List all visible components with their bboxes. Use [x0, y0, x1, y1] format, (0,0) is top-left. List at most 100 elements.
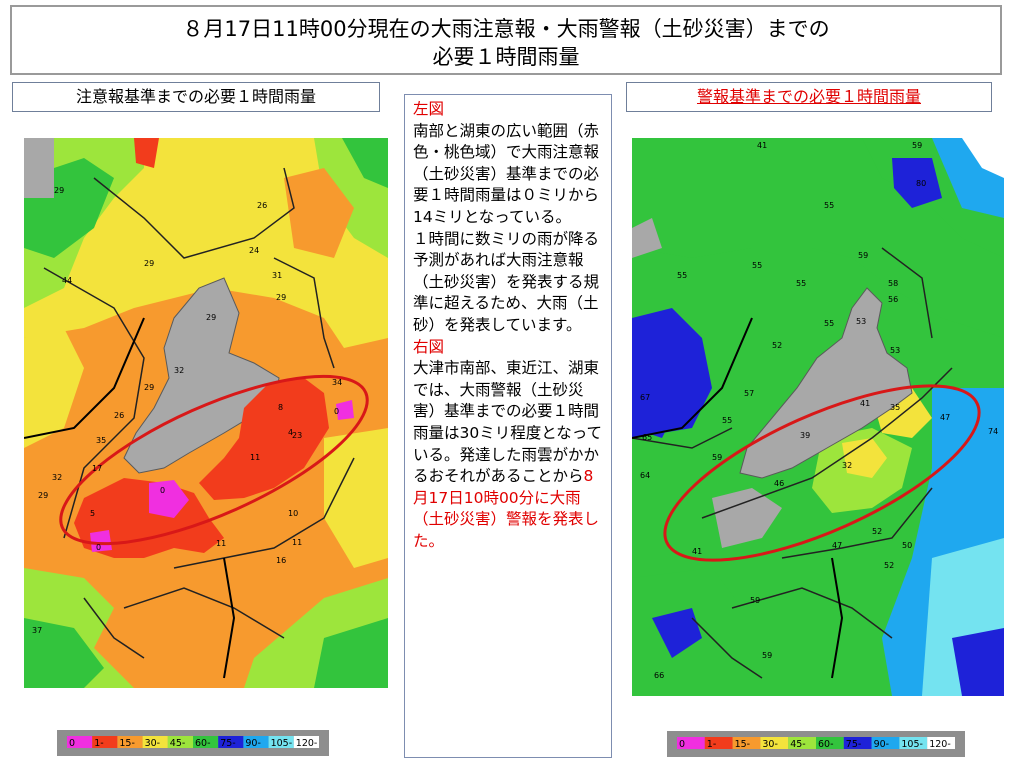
left-map-number: 34: [332, 378, 342, 387]
left-orange-north-mid: [284, 168, 354, 258]
legend-swatch: [871, 737, 900, 749]
legend-swatch: [142, 736, 168, 748]
left-map-number: 32: [174, 366, 184, 375]
left-map-number: 0: [96, 543, 101, 552]
left-map-number: 37: [32, 626, 42, 635]
legend-label: 75-: [220, 738, 236, 749]
left-boundary-lines: [43, 167, 355, 659]
left-explanation-2: １時間に数ミリの雨が降る予測があれば大雨注意報（土砂災害）を発表する規準に超える…: [413, 229, 600, 334]
legend-label: 105-: [271, 738, 293, 749]
right-map-number: 39: [800, 431, 810, 440]
right-explanation-text: 大津市南部、東近江、湖東では、大雨警報（土砂災害）基準までの必要１時間雨量は30…: [413, 359, 602, 486]
left-map-number: 24: [249, 246, 259, 255]
left-highlight-ellipse: [59, 374, 369, 546]
right-map-number: 41: [692, 547, 702, 556]
left-pink-zone: [149, 480, 189, 518]
left-dark-green-southwest: [24, 618, 104, 688]
left-map-number: 29: [144, 259, 154, 268]
left-map-number: 29: [54, 186, 64, 195]
left-heading: 左図: [413, 100, 445, 118]
right-map-number: 41: [757, 141, 767, 150]
legend-label: 120-: [929, 739, 951, 750]
right-heading: 右図: [413, 337, 445, 356]
legend-swatch: [117, 736, 143, 748]
legend-swatch: [268, 736, 294, 748]
legend-swatch: [899, 737, 928, 749]
right-explanation-red: 8月17日10時00分に大雨（土砂災害）警報を発表した。: [413, 467, 600, 550]
title-line-1: ８月17日11時00分現在の大雨注意報・大雨警報（土砂災害）までの: [182, 17, 830, 41]
right-highlight-ellipse: [663, 384, 981, 562]
left-yellow-east: [324, 428, 388, 568]
legend-label: 30-: [145, 738, 161, 749]
right-map-number: 52: [884, 561, 894, 570]
legend-swatch: [67, 736, 93, 748]
right-map-number: 59: [858, 251, 868, 260]
left-map-svg: 29 44 29 26 24 31 29 29 32 29 26 35 17 3…: [24, 138, 388, 688]
legend-label: 75-: [846, 739, 862, 750]
left-legend-svg: 0 1- 15- 30- 45- 60- 75- 90- 105- 120-: [57, 730, 329, 756]
right-white-northeast: [962, 138, 1004, 178]
right-map-number: 32: [842, 461, 852, 470]
legend-label: 30-: [762, 739, 778, 750]
right-rainfall-map: 41 59 80 55 55 55 59 58 55 56 55 53 52 5…: [632, 138, 1004, 696]
title-line-2: 必要１時間雨量: [432, 45, 580, 69]
right-lake-biwa: [739, 287, 913, 479]
legend-label: 105-: [901, 739, 923, 750]
legend-swatch: [293, 736, 319, 748]
left-map-number: 23: [292, 431, 302, 440]
legend-label: 1-: [94, 738, 103, 749]
right-map-number: 55: [796, 279, 806, 288]
right-map-number: 58: [888, 279, 898, 288]
right-map-number: 41: [860, 399, 870, 408]
right-blue-southeast: [952, 628, 1004, 696]
left-pink-zone-3: [336, 400, 354, 420]
legend-swatch: [927, 737, 955, 749]
right-map-number: 59: [712, 453, 722, 462]
left-map-number: 17: [92, 464, 102, 473]
right-map-number: 59: [750, 596, 760, 605]
left-map-number: 26: [114, 411, 124, 420]
left-map-number: 8: [278, 403, 283, 412]
right-map-number: 74: [988, 427, 998, 436]
legend-label: 90-: [874, 739, 890, 750]
right-blue-southwest: [652, 608, 702, 658]
right-map-number: 55: [722, 416, 732, 425]
right-map-number: 53: [856, 317, 866, 326]
legend-swatch: [218, 736, 244, 748]
left-dark-green-northeast: [342, 138, 388, 188]
right-map-number: 53: [890, 346, 900, 355]
legend-swatch: [843, 737, 872, 749]
left-map-number: 29: [276, 293, 286, 302]
legend-swatch: [243, 736, 269, 748]
legend-swatch: [704, 737, 733, 749]
right-map-number: 59: [912, 141, 922, 150]
legend-swatch: [816, 737, 844, 749]
left-map-number: 29: [38, 491, 48, 500]
left-map-number: 0: [160, 486, 165, 495]
right-map-number: 55: [752, 261, 762, 270]
right-map-number: 50: [902, 541, 912, 550]
legend-label: 1-: [707, 739, 716, 750]
right-legend-svg: 0 1- 15- 30- 45- 60- 75- 90- 105- 120-: [667, 731, 965, 757]
right-blue-north: [892, 158, 942, 208]
left-map-number: 11: [250, 453, 260, 462]
left-map-number: 26: [257, 201, 267, 210]
right-map-text-layer: 41 59 80 55 55 55 59 58 55 56 55 53 52 5…: [640, 141, 998, 680]
left-map-number: 11: [216, 539, 226, 548]
left-map-number: 29: [206, 313, 216, 322]
right-map-label: 警報基準までの必要１時間雨量: [626, 82, 992, 112]
legend-label: 90-: [245, 738, 261, 749]
right-map-number: 46: [774, 479, 784, 488]
explanation-note: 左図 南部と湖東の広い範囲（赤色・桃色域）で大雨注意報（土砂災害）基準までの必要…: [404, 94, 612, 758]
left-dark-green-southeast: [314, 618, 388, 688]
left-map-number: 35: [96, 436, 106, 445]
left-map-number: 32: [52, 473, 62, 482]
right-map-number: 59: [762, 651, 772, 660]
right-yellow-zone: [842, 438, 887, 478]
right-map-number: 66: [654, 671, 664, 680]
right-grey-patch: [632, 218, 662, 258]
right-map-number: 35: [890, 403, 900, 412]
legend-label: 60-: [818, 739, 834, 750]
left-color-legend: 0 1- 15- 30- 45- 60- 75- 90- 105- 120-: [57, 730, 329, 756]
right-map-number: 57: [744, 389, 754, 398]
